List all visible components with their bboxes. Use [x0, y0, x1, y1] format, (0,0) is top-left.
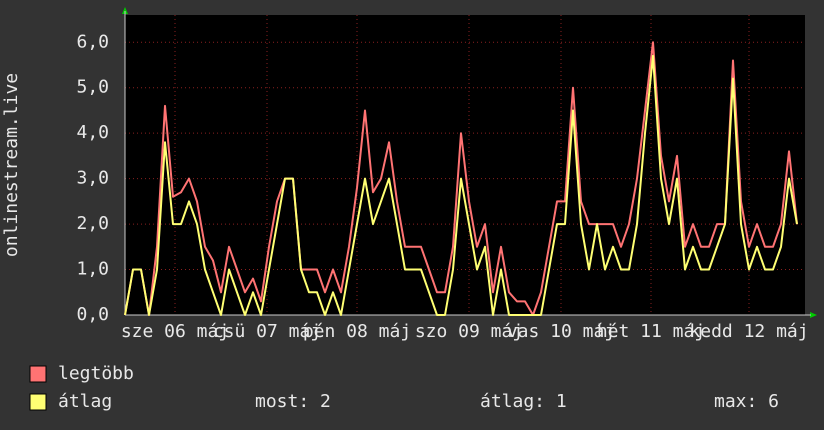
y-tick-label: 1,0	[76, 259, 109, 280]
stat-label: most: 2	[255, 391, 331, 412]
y-tick-label: 4,0	[76, 122, 109, 143]
y-tick-label: 0,0	[76, 304, 109, 325]
x-tick-label: szo 09 máj	[415, 321, 523, 342]
stat-label: max: 6	[714, 391, 779, 412]
x-tick-label: kedd 12 máj	[689, 321, 808, 342]
legend-label: átlag	[58, 391, 112, 412]
x-tick-label: sze 06 máj	[121, 321, 229, 342]
y-tick-label: 2,0	[76, 213, 109, 234]
legend-swatch	[29, 393, 47, 411]
y-tick-label: 6,0	[76, 31, 109, 52]
x-tick-label: hét 11 máj	[597, 321, 705, 342]
series-line	[124, 41, 798, 316]
series-line	[124, 54, 798, 316]
y-axis-label: onlinestream.live	[1, 73, 22, 257]
legend-swatch	[29, 365, 47, 383]
x-tick-label: vas 10 máj	[507, 321, 615, 342]
y-axis-arrow	[122, 7, 128, 14]
legend-label: legtöbb	[58, 363, 134, 384]
y-tick-label: 3,0	[76, 168, 109, 189]
x-tick-label: csü 07 máj	[213, 321, 321, 342]
stat-label: átlag: 1	[480, 391, 567, 412]
x-tick-label: pén 08 máj	[303, 321, 411, 342]
x-axis-arrow	[810, 312, 817, 318]
y-tick-label: 5,0	[76, 77, 109, 98]
